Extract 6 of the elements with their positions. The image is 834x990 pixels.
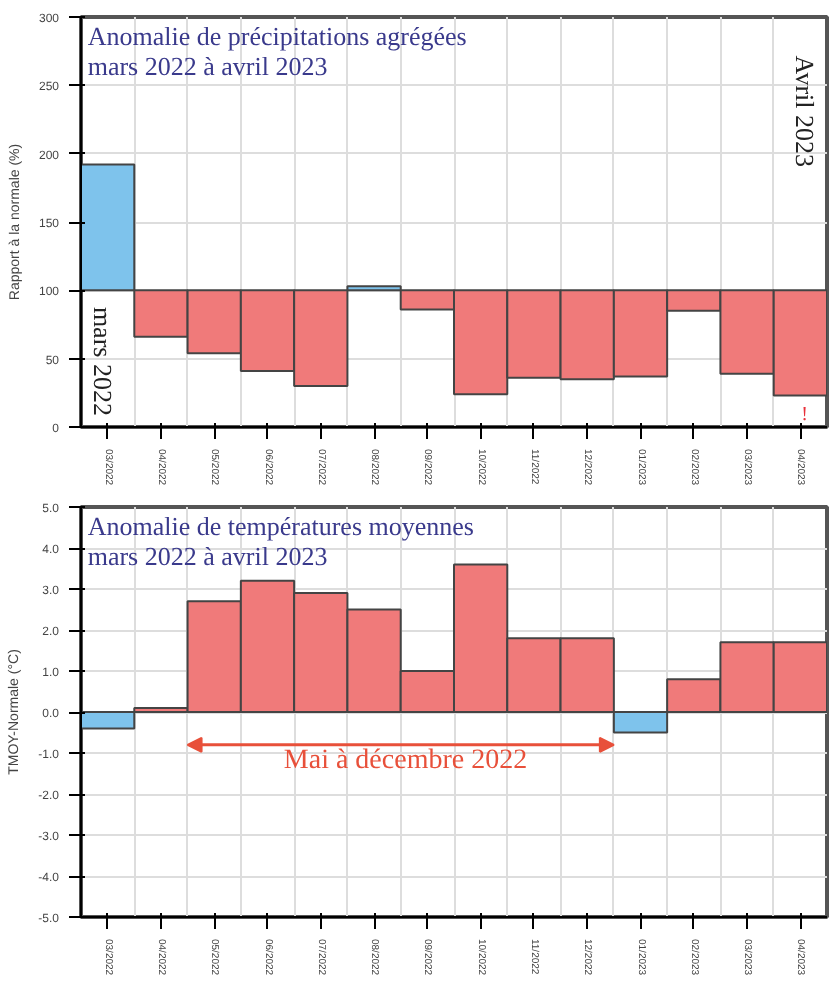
text: Anomalie de précipitations agrégées mars 2022 à avril 2023: [87, 21, 467, 81]
text: Anomalie de températures moyennes mars 2022 à avril 2023: [87, 511, 474, 571]
annotation: Avril 2023: [789, 55, 820, 168]
annotation: Mai à décembre 2022: [283, 746, 528, 777]
annotation: mars 2022: [88, 306, 119, 416]
annotation: !: [801, 403, 808, 426]
